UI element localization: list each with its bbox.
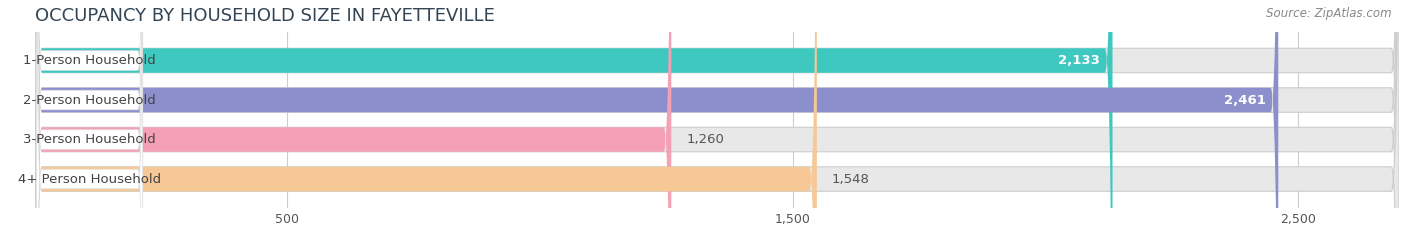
FancyBboxPatch shape [35,0,1278,233]
FancyBboxPatch shape [37,0,142,233]
FancyBboxPatch shape [35,0,1399,233]
FancyBboxPatch shape [35,0,1399,233]
Text: 2,133: 2,133 [1057,54,1099,67]
FancyBboxPatch shape [35,0,1112,233]
Text: 4+ Person Household: 4+ Person Household [18,173,162,185]
Text: 3-Person Household: 3-Person Household [24,133,156,146]
Text: 2,461: 2,461 [1223,93,1265,106]
Text: OCCUPANCY BY HOUSEHOLD SIZE IN FAYETTEVILLE: OCCUPANCY BY HOUSEHOLD SIZE IN FAYETTEVI… [35,7,495,25]
FancyBboxPatch shape [35,0,1399,233]
FancyBboxPatch shape [37,0,142,233]
FancyBboxPatch shape [35,0,1399,233]
FancyBboxPatch shape [37,0,142,233]
FancyBboxPatch shape [35,0,671,233]
Text: 1-Person Household: 1-Person Household [24,54,156,67]
FancyBboxPatch shape [35,0,817,233]
Text: 1,260: 1,260 [686,133,724,146]
Text: 2-Person Household: 2-Person Household [24,93,156,106]
Text: 1,548: 1,548 [832,173,870,185]
Text: Source: ZipAtlas.com: Source: ZipAtlas.com [1267,7,1392,20]
FancyBboxPatch shape [37,0,142,233]
